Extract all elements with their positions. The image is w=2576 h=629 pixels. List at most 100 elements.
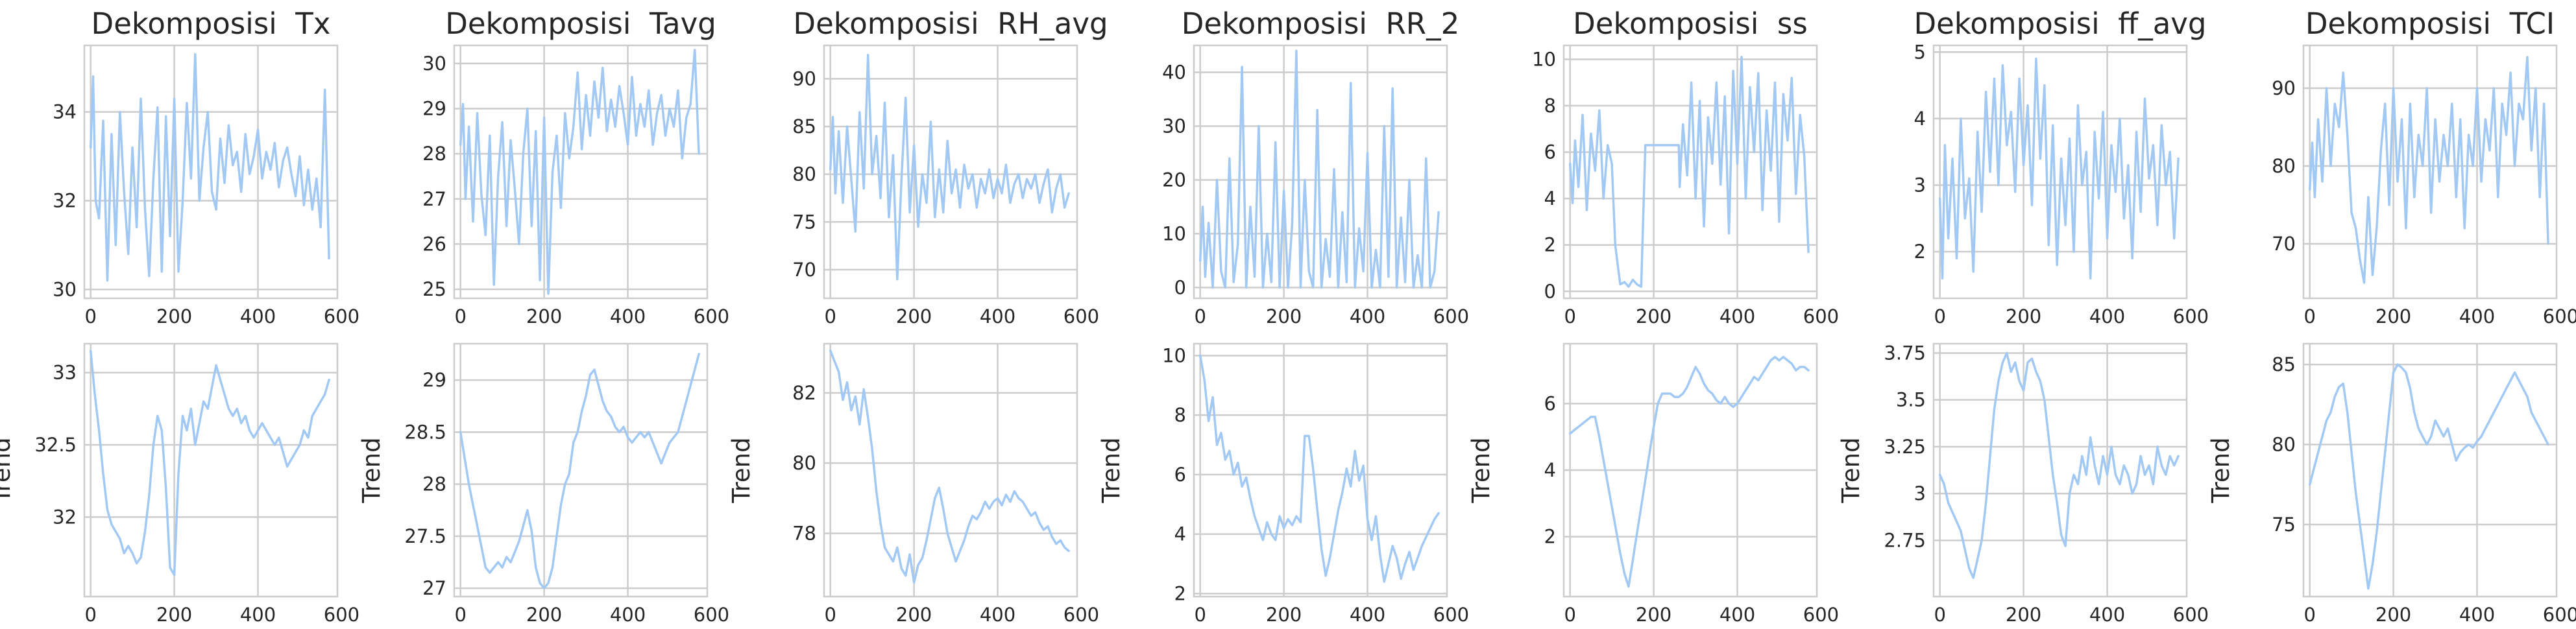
y-tick-label: 30 <box>53 278 77 300</box>
plot-area <box>823 342 1078 598</box>
series-line <box>89 350 330 576</box>
x-tick-label: 200 <box>2006 305 2041 327</box>
y-tick-label: 30 <box>422 53 446 75</box>
x-tick-label: 600 <box>1433 305 1469 327</box>
chart-title: Dekomposisi ff_avg <box>1914 6 2206 41</box>
y-tick-label: 3.25 <box>1884 436 1926 458</box>
y-axis-label: Trend <box>2207 437 2235 503</box>
plot-area <box>1932 342 2188 598</box>
x-tick-label: 600 <box>1063 305 1099 327</box>
x-tick-label: 600 <box>324 604 359 626</box>
x-tick-label: 200 <box>1636 604 1671 626</box>
x-tick-label: 600 <box>2173 604 2209 626</box>
x-tick-label: 600 <box>694 305 729 327</box>
x-tick-label: 400 <box>2459 305 2495 327</box>
y-tick-label: 26 <box>422 233 446 255</box>
x-tick-label: 400 <box>2459 604 2495 626</box>
x-tick-label: 200 <box>2376 604 2411 626</box>
x-tick-label: 400 <box>1719 305 1755 327</box>
y-tick-label: 6 <box>1544 141 1556 163</box>
y-tick-label: 2 <box>1544 234 1556 256</box>
x-tick-label: 600 <box>694 604 729 626</box>
y-tick-label: 80 <box>2272 155 2296 177</box>
series-line <box>2308 363 2549 590</box>
x-tick-label: 400 <box>980 604 1015 626</box>
y-tick-label: 3 <box>1914 174 1926 196</box>
chart-panel-9: 0 200 400 600 27 27.5 28 28.5 29 Trend <box>358 342 729 626</box>
x-tick-label: 600 <box>2543 604 2576 626</box>
y-axis-label: Trend <box>1467 437 1495 503</box>
y-axis-label: Trend <box>1837 437 1865 503</box>
y-tick-label: 3.5 <box>1896 389 1926 411</box>
chart-panel-13: 0 200 400 600 2.75 3 3.25 3.5 3.75 Trend <box>1837 342 2209 626</box>
y-tick-label: 0 <box>1174 276 1186 298</box>
chart-title: Dekomposisi ss <box>1573 6 1808 41</box>
chart-panel-5: 0 200 400 600 0 2 4 6 8 10 Dekomposisi ss <box>1532 6 1839 327</box>
y-tick-label: 34 <box>53 101 77 123</box>
y-tick-label: 8 <box>1174 404 1186 426</box>
y-tick-label: 32 <box>53 506 77 528</box>
x-tick-label: 400 <box>1350 305 1385 327</box>
y-tick-label: 6 <box>1544 392 1556 414</box>
x-tick-label: 400 <box>1350 604 1385 626</box>
series-line <box>1198 49 1440 289</box>
y-tick-label: 85 <box>792 115 816 137</box>
series-line <box>459 49 700 295</box>
y-tick-label: 28 <box>422 473 446 495</box>
y-tick-label: 27 <box>422 577 446 599</box>
y-tick-label: 80 <box>792 452 816 474</box>
y-tick-label: 82 <box>792 382 816 404</box>
series-line <box>89 53 330 282</box>
x-tick-label: 0 <box>454 604 466 626</box>
x-tick-label: 600 <box>1063 604 1099 626</box>
chart-panel-4: 0 200 400 600 0 10 20 30 40 Dekomposisi RR_2 <box>1162 6 1469 327</box>
y-tick-label: 10 <box>1162 344 1186 366</box>
y-tick-label: 29 <box>422 98 446 120</box>
chart-title: Dekomposisi Tavg <box>445 6 716 41</box>
x-tick-label: 200 <box>896 604 932 626</box>
plot-area <box>453 44 709 300</box>
y-tick-label: 10 <box>1532 48 1556 70</box>
y-tick-label: 80 <box>2272 434 2296 456</box>
y-tick-label: 90 <box>792 68 816 90</box>
series-line <box>829 53 1070 281</box>
x-tick-label: 0 <box>824 604 836 626</box>
series-line <box>1568 56 1810 288</box>
series-line <box>1198 354 1440 583</box>
x-tick-label: 0 <box>1564 305 1575 327</box>
y-tick-label: 25 <box>422 278 446 300</box>
y-tick-label: 32.5 <box>34 434 77 456</box>
x-tick-label: 0 <box>84 604 96 626</box>
x-tick-label: 200 <box>1266 305 1302 327</box>
chart-panel-1: 0 200 400 600 30 32 34 Dekomposisi Tx <box>53 6 359 327</box>
series-line <box>1568 355 1810 588</box>
x-tick-label: 400 <box>610 604 646 626</box>
y-tick-label: 5 <box>1914 41 1926 63</box>
x-tick-label: 600 <box>1803 604 1839 626</box>
chart-panel-10: 0 200 400 600 78 80 82 Trend <box>727 342 1099 626</box>
y-tick-label: 6 <box>1174 464 1186 486</box>
x-tick-label: 0 <box>454 305 466 327</box>
y-tick-label: 28 <box>422 143 446 165</box>
y-tick-label: 33 <box>53 362 77 384</box>
x-tick-label: 600 <box>324 305 359 327</box>
x-tick-label: 400 <box>2089 604 2125 626</box>
x-tick-label: 0 <box>1194 305 1206 327</box>
x-tick-label: 400 <box>240 604 276 626</box>
y-tick-label: 80 <box>792 163 816 185</box>
y-tick-label: 4 <box>1174 523 1186 545</box>
x-tick-label: 200 <box>896 305 932 327</box>
x-tick-label: 0 <box>1934 604 1945 626</box>
x-tick-label: 0 <box>2303 604 2315 626</box>
y-tick-label: 2 <box>1544 526 1556 548</box>
x-tick-label: 0 <box>824 305 836 327</box>
x-tick-label: 200 <box>1266 604 1302 626</box>
y-tick-label: 3.75 <box>1884 342 1926 364</box>
y-tick-label: 3 <box>1914 482 1926 504</box>
chart-panel-8: 0 200 400 600 32 32.5 33 Trend <box>0 342 359 626</box>
x-tick-label: 600 <box>2173 305 2209 327</box>
y-tick-label: 29 <box>422 369 446 391</box>
x-tick-label: 400 <box>240 305 276 327</box>
y-tick-label: 90 <box>2272 77 2296 99</box>
